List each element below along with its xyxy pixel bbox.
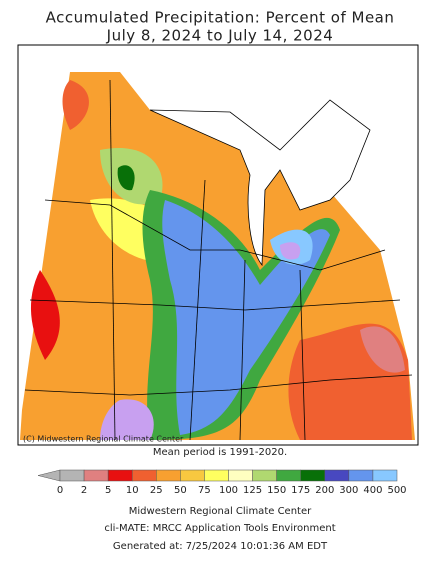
legend-under-arrow [37,469,61,482]
copyright: (C) Midwestern Regional Climate Center [23,435,184,444]
legend-label: 25 [150,485,163,496]
map [17,44,419,446]
footer-line: cli-MATE: MRCC Application Tools Environ… [104,523,335,534]
legend-swatch [59,469,85,482]
note: Mean period is 1991-2020. [153,447,287,458]
footer-line: Midwestern Regional Climate Center [129,506,312,517]
legend-swatch [276,469,301,482]
legend-swatch [228,469,253,482]
legend-swatch [180,469,205,482]
legend-label: 400 [363,485,382,496]
legend-swatch [131,469,157,482]
legend-label: 0 [57,485,63,496]
legend-swatch [300,469,326,482]
legend-label: 175 [291,485,310,496]
legend-label: 500 [387,485,406,496]
title: Accumulated Precipitation: Percent of Me… [46,9,395,27]
legend-swatch [156,469,181,482]
legend-label: 5 [105,485,111,496]
legend-label: 50 [174,485,187,496]
legend-swatch [83,469,109,482]
legend-label: 2 [81,485,87,496]
legend-label: 300 [339,485,358,496]
legend-swatch [204,469,229,482]
legend-label: 100 [219,485,238,496]
footer-line: Generated at: 7/25/2024 10:01:36 AM EDT [113,541,328,552]
legend-swatch [324,469,350,482]
subtitle: July 8, 2024 to July 14, 2024 [106,27,334,45]
legend-label: 75 [198,485,211,496]
legend-swatch [348,469,374,482]
legend-label: 150 [267,485,286,496]
legend-swatch [252,469,277,482]
legend-label: 10 [126,485,139,496]
legend: 0 2 5 10 25 50 75 100 125 150 175 200 300 400 500 [37,469,407,496]
legend-swatch [107,469,133,482]
legend-label: 200 [315,485,334,496]
legend-label: 125 [243,485,262,496]
legend-swatch [372,469,398,482]
